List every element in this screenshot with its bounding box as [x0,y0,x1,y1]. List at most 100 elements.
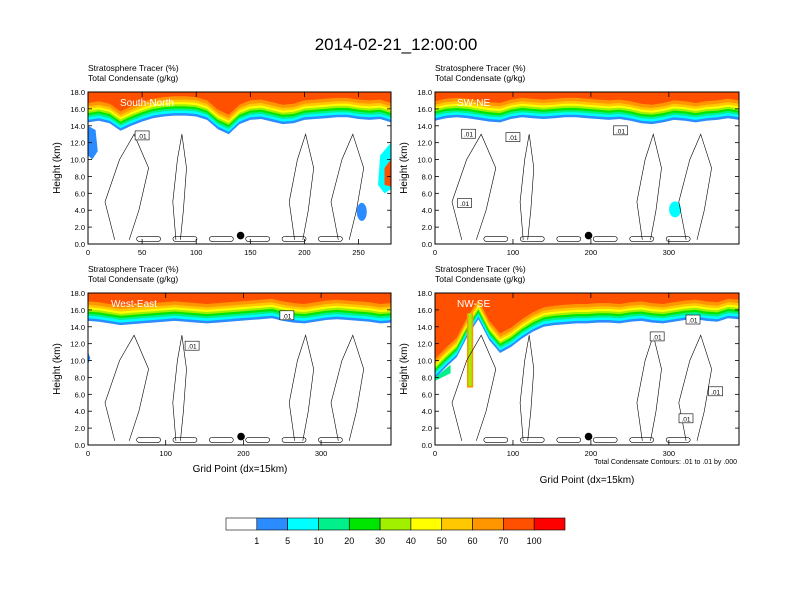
tracer-blob [356,202,367,221]
x-tick-label: 100 [159,449,172,458]
location-marker [237,432,245,441]
condensate-contour [172,335,187,441]
y-tick-label: 18.0 [417,289,432,298]
panel-sw-ne: Stratosphere Tracer (%) Total Condensate… [399,63,740,257]
y-tick-label: 0.0 [75,441,85,450]
contour-label: .01 [616,128,625,135]
tracer-band-9 [435,293,739,359]
condensate-contour [245,437,270,443]
x-tick-label: 0 [86,248,90,257]
contour-label: .01 [688,318,697,325]
condensate-contour [451,133,497,240]
x-tick-label: 100 [507,248,520,257]
contour-label: .01 [464,132,473,139]
x-tick-label: 300 [663,449,676,458]
tracer-band-9 [88,92,391,115]
contour-label-box [461,128,476,139]
y-tick-label: 14.0 [417,323,432,332]
condensate-contour [172,437,198,443]
panel-subtitle-condensate: Total Condensate (g/kg) [88,274,178,284]
panel-west-east: Stratosphere Tracer (%) Total Condensate… [52,264,392,475]
contour-label-box [279,310,295,321]
condensate-contour [330,334,365,441]
figure-title: 2014-02-21_12:00:00 [315,35,478,54]
y-tick-label: 6.0 [75,390,85,399]
condensate-contour [636,133,662,240]
contour-label: .01 [681,416,690,423]
colorbar-swatch [533,517,566,531]
condensate-contour [209,236,234,242]
panel-subtitle-tracer: Stratosphere Tracer (%) [435,63,526,73]
contour-label: .01 [188,344,197,351]
y-tick-label: 14.0 [70,122,85,131]
y-tick-label: 18.0 [70,289,85,298]
intrusion-right-core [384,159,391,187]
tracer-low-edge [435,364,451,381]
plot-overlay: .01 0.0 2.0 4.0 6.0 8.0 10.0 12.0 14.0 16.0 18.0 0 5… [70,88,392,257]
panel-label: NW-SE [457,299,490,310]
contour-label-box [457,198,472,208]
condensate-contour [483,437,509,443]
condensate-contour [592,437,618,443]
colorbar-swatch [503,517,535,531]
colorbar-label: 60 [468,536,478,546]
panel-subtitle-condensate: Total Condensate (g/kg) [88,73,178,83]
colorbar-label: 100 [527,536,542,546]
y-tick-label: 18.0 [70,88,85,97]
colorbar-label: 70 [498,536,508,546]
condensate-contour [636,334,662,441]
condensate-contour [678,334,712,441]
colorbar-label: 30 [375,536,385,546]
y-tick-label: 6.0 [75,189,85,198]
condensate-contour [209,437,234,443]
contour-label-box [685,314,701,325]
colorbar-label: 50 [437,536,447,546]
y-tick-label: 8.0 [75,172,85,181]
colorbar-swatch [348,517,381,531]
x-tick-label: 200 [237,449,250,458]
y-tick-label: 16.0 [70,105,85,114]
x-tick-label: 50 [138,248,146,257]
y-tick-label: 8.0 [422,172,432,181]
panel-label: West-East [111,299,157,310]
tracer-blob [669,201,682,218]
panel-subtitle-tracer: Stratosphere Tracer (%) [88,63,179,73]
contour-label-box [649,331,665,342]
contour-label: .01 [653,334,662,341]
contour-label-box [505,132,521,142]
condensate-contour [519,236,545,242]
x-tick-label: 300 [315,449,328,458]
x-tick-label: 200 [585,248,598,257]
y-tick-label: 16.0 [417,105,432,114]
condensate-contour [556,437,582,443]
tracer-band-9 [88,293,391,306]
condensate-contour [318,236,343,242]
x-tick-label: 0 [433,248,437,257]
plot-area [435,293,739,443]
location-marker [584,231,593,240]
y-tick-label: 16.0 [417,306,432,315]
contour-footnote: Total Condensate Contours: .01 to .01 by… [594,459,737,466]
panel-south-north: Stratosphere Tracer (%) Total Condensate… [52,63,392,257]
y-tick-label: 10.0 [70,156,85,165]
colorbar-swatch [318,517,350,531]
y-tick-label: 10.0 [417,156,432,165]
y-tick-label: 12.0 [70,139,85,148]
y-tick-label: 14.0 [70,323,85,332]
condensate-contour [678,133,712,240]
panel-subtitle-tracer: Stratosphere Tracer (%) [88,264,179,274]
contour-label-box [708,386,723,397]
condensate-contour [665,236,691,242]
colorbar-swatch [472,517,504,531]
condensate-contour [281,437,307,443]
y-axis-label: Height (km) [399,142,410,194]
colorbar-swatch [287,517,319,531]
y-tick-label: 12.0 [70,340,85,349]
y-tick-label: 0.0 [422,441,432,450]
x-tick-label: 300 [663,248,676,257]
contour-label: .01 [711,389,720,396]
condensate-contour [556,236,582,242]
plot-overlay: .01 .01 0.0 2.0 4.0 6.0 8.0 10.0 12.0 14.0 16.0 18.… [70,289,392,458]
condensate-contour [330,133,365,240]
